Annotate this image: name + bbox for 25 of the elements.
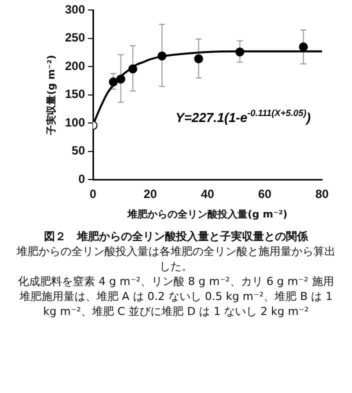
y-axis-title: 子実収量(g m⁻²) bbox=[46, 54, 58, 136]
point bbox=[158, 51, 166, 60]
y-tick-label: 300 bbox=[64, 2, 86, 17]
text: 化成肥料を窒素 4 g m⁻²、リン酸 8 g m⁻²、カリ 6 g m⁻² 施用 bbox=[17, 274, 335, 289]
x-tick-label: 40 bbox=[200, 187, 215, 202]
x-tick-label: 0 bbox=[90, 187, 97, 202]
point bbox=[235, 47, 244, 56]
y-tick-label: 250 bbox=[64, 30, 86, 45]
y-tick-label: 0 bbox=[78, 172, 86, 186]
y-tick-label: 50 bbox=[72, 144, 86, 158]
x-tick-label: 80 bbox=[315, 187, 329, 202]
text: 図２ 堆肥からの全リン酸投入量と子実収量との関係 bbox=[43, 229, 310, 244]
point bbox=[116, 74, 126, 84]
y-tick-label: 200 bbox=[64, 58, 86, 73]
point bbox=[194, 54, 204, 64]
point bbox=[108, 77, 118, 86]
text: 堆肥施用量は、堆肥 A は 0.2 ないし 0.5 kg m⁻²、堆肥 B は 1 kg m⁻²、堆肥 C 並びに堆肥 D は 1 ないし 2 kg m⁻² bbox=[18, 289, 334, 319]
x-tick-label: 20 bbox=[144, 187, 158, 202]
x-axis-title: 堆肥からの全リン酸投入量(g m⁻²) bbox=[126, 208, 288, 221]
text: 堆肥からの全リン酸投入量は各堆肥の全リン酸と施用量から算出した。 bbox=[16, 244, 336, 274]
x-tick-label: 60 bbox=[258, 187, 272, 202]
point bbox=[298, 42, 308, 52]
y-tick-label: 100 bbox=[64, 115, 86, 130]
y-tick-label: 150 bbox=[64, 87, 86, 102]
point bbox=[128, 64, 138, 74]
